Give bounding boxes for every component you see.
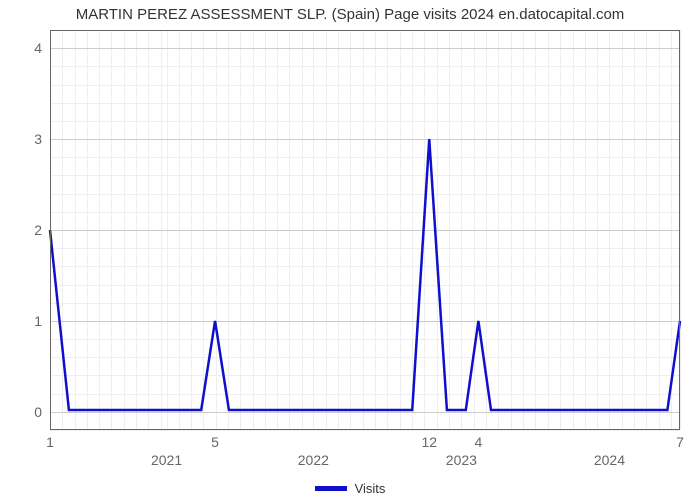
chart-container: MARTIN PEREZ ASSESSMENT SLP. (Spain) Pag…: [0, 0, 700, 500]
x-tick-year: 2021: [151, 452, 182, 468]
y-tick-label: 2: [34, 222, 42, 238]
y-tick-label: 3: [34, 131, 42, 147]
x-tick-year: 2024: [594, 452, 625, 468]
y-tick-label: 0: [34, 404, 42, 420]
x-tick-month: 5: [211, 434, 219, 450]
x-gridline-minor: [680, 30, 681, 430]
visits-line: [50, 139, 680, 410]
legend: Visits: [0, 481, 700, 496]
line-series: [50, 30, 680, 430]
y-tick-label: 1: [34, 313, 42, 329]
x-tick-month: 12: [421, 434, 437, 450]
legend-swatch: [315, 486, 347, 491]
x-tick-month: 4: [474, 434, 482, 450]
x-tick-year: 2023: [446, 452, 477, 468]
legend-label: Visits: [355, 481, 386, 496]
x-tick-year: 2022: [298, 452, 329, 468]
y-gridline: [50, 430, 680, 431]
plot-area: 012341512472021202220232024: [50, 30, 680, 430]
x-tick-month: 1: [46, 434, 54, 450]
y-tick-label: 4: [34, 40, 42, 56]
x-tick-month: 7: [676, 434, 684, 450]
chart-title: MARTIN PEREZ ASSESSMENT SLP. (Spain) Pag…: [0, 6, 700, 23]
